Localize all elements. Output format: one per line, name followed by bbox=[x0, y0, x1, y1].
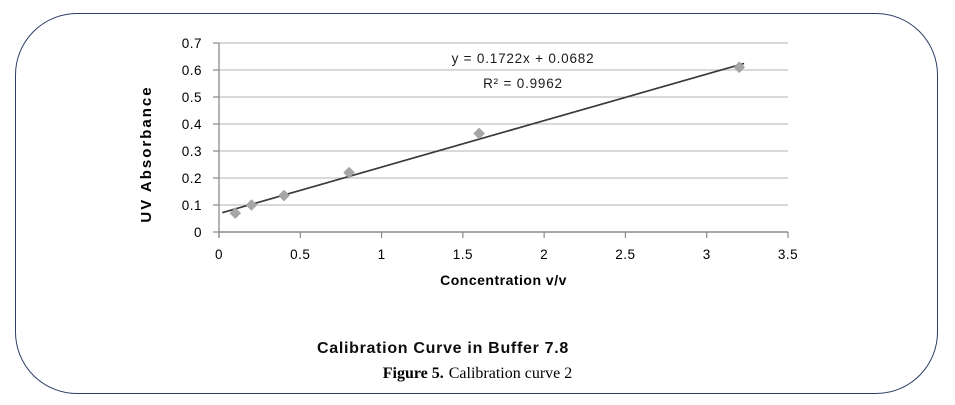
x-tick-label: 1 bbox=[378, 247, 386, 262]
calibration-chart: 0 0.1 0.2 0.3 0.4 0.5 0.6 0.7 0 0.5 1 1.5 2 2.5 3 3.5 Co… bbox=[138, 36, 798, 288]
x-tick-label: 2 bbox=[540, 247, 548, 262]
x-tick-label: 1.5 bbox=[453, 247, 473, 262]
x-tick-label: 3 bbox=[703, 247, 711, 262]
data-point-marker bbox=[245, 199, 258, 211]
y-tick-label: 0.4 bbox=[182, 117, 202, 132]
data-point-marker bbox=[733, 61, 746, 74]
data-point-marker bbox=[473, 127, 485, 140]
y-tick-label: 0 bbox=[194, 225, 202, 240]
y-tick-label: 0.5 bbox=[182, 90, 202, 105]
trendline bbox=[222, 62, 745, 214]
y-tick-label: 0.3 bbox=[182, 144, 202, 159]
caption-label: Figure 5. bbox=[382, 365, 444, 382]
y-tick-label: 0.2 bbox=[182, 171, 202, 186]
x-tick-label: 0 bbox=[215, 247, 223, 262]
y-tick-label: 0.6 bbox=[182, 63, 202, 78]
x-tick-label: 0.5 bbox=[290, 247, 310, 262]
data-point-marker bbox=[343, 166, 355, 179]
x-axis-title: Concentration v/v bbox=[440, 272, 567, 288]
y-tick-label: 0.7 bbox=[182, 36, 202, 51]
figure-caption: Figure 5. Calibration curve 2 bbox=[0, 364, 955, 383]
r-squared-value: R² = 0.9962 bbox=[483, 76, 563, 91]
x-tick-label: 2.5 bbox=[615, 247, 635, 262]
figure-frame bbox=[15, 13, 938, 394]
y-tick-label: 0.1 bbox=[182, 198, 202, 213]
data-point-marker bbox=[229, 207, 242, 219]
chart-title: Calibration Curve in Buffer 7.8 bbox=[317, 340, 569, 357]
x-tick-label: 3.5 bbox=[778, 247, 798, 262]
data-point-marker bbox=[278, 189, 290, 202]
y-axis-title: UV Absorbance bbox=[138, 85, 155, 222]
trendline-equation: y = 0.1722x + 0.0682 bbox=[452, 51, 595, 66]
caption-text: Calibration curve 2 bbox=[448, 365, 573, 382]
